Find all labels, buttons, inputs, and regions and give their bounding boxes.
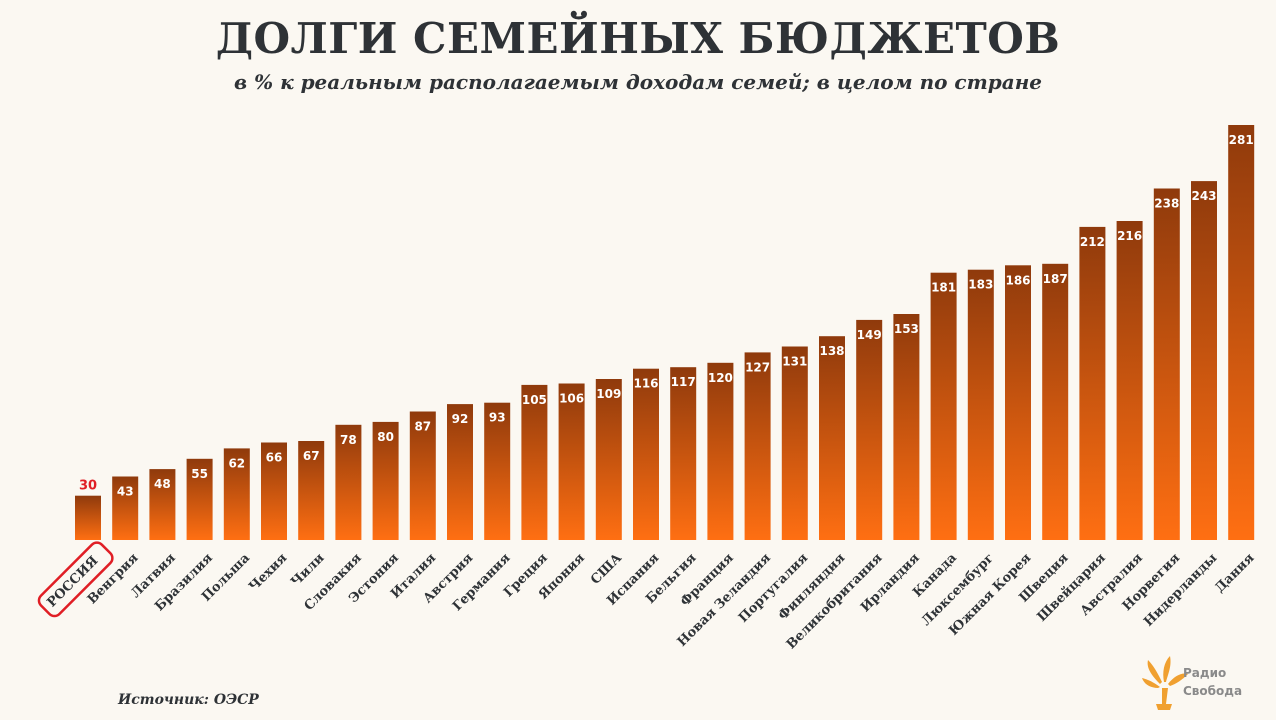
bar-7 [335,424,362,540]
bar-18 [744,352,771,540]
bar-16 [670,367,697,540]
bar-0 [75,495,101,540]
value-label-29: 238 [1154,197,1179,211]
bar-21 [856,319,883,540]
bar-26 [1042,263,1069,540]
bar-27 [1079,226,1106,540]
bar-15 [633,368,659,540]
value-label-11: 93 [489,411,506,425]
value-label-20: 138 [819,344,844,358]
bar-6 [298,441,325,540]
value-label-13: 106 [559,392,584,406]
radio-svoboda-logo-icon [1142,656,1188,710]
value-label-28: 216 [1117,229,1142,243]
value-label-25: 186 [1005,273,1030,287]
bar-5 [261,442,287,540]
value-label-12: 105 [522,393,547,407]
bar-22 [893,314,920,540]
bar-28 [1116,221,1143,540]
bar-17 [707,362,734,540]
bar-11 [484,402,511,540]
bar-23 [930,272,957,540]
bar-9 [409,411,436,540]
bar-1 [112,476,139,540]
bar-20 [819,336,845,540]
value-label-2: 48 [154,477,171,491]
value-label-16: 117 [671,375,696,389]
bar-13 [558,383,585,540]
value-label-30: 243 [1191,189,1216,203]
value-label-19: 131 [782,355,807,369]
value-label-6: 67 [303,449,320,463]
value-label-23: 181 [931,281,956,295]
value-label-24: 183 [968,278,993,292]
value-label-18: 127 [745,360,770,374]
bar-4 [223,448,250,540]
chart-subtitle: в % к реальным располагаемым доходам сем… [234,70,1042,94]
highlight-box [37,541,114,618]
value-label-9: 87 [414,420,431,434]
value-label-0: 30 [79,479,97,494]
category-label-31: Дания [1212,550,1257,595]
value-label-26: 187 [1043,272,1068,286]
value-label-10: 92 [452,412,469,426]
bar-30 [1191,181,1217,540]
bar-10 [447,404,473,540]
value-label-14: 109 [596,387,621,401]
bars-group [75,125,1255,540]
source-note: Источник: ОЭСР [118,692,259,708]
category-text-31: Дания [1212,550,1257,595]
value-label-22: 153 [894,322,919,336]
value-label-7: 78 [340,433,357,447]
value-label-21: 149 [857,328,882,342]
value-label-4: 62 [228,456,245,470]
value-label-5: 66 [266,451,283,465]
bar-24 [967,269,994,540]
value-label-17: 120 [708,371,733,385]
bar-12 [521,384,548,540]
bar-29 [1153,188,1180,540]
logo-line-2: Свобода [1183,684,1243,698]
category-text-5: Чехия [246,550,290,594]
value-label-15: 116 [633,377,658,391]
logo-text: Радио Свобода [1183,664,1242,700]
value-labels-group: 30 43 48 55 62 66 67 78 80 87 92 93 105 106 109 116 117 1… [79,133,1254,499]
bar-14 [595,379,622,540]
category-labels-group: РОССИЯВенгрияЛатвияБразилияПольшаЧехияЧи… [37,541,1258,652]
value-label-1: 43 [117,485,134,499]
value-label-8: 80 [377,430,394,444]
bar-25 [1005,265,1031,540]
chart-title: ДОЛГИ СЕМЕЙНЫХ БЮДЖЕТОВ [215,14,1061,63]
bar-3 [186,458,213,540]
value-label-31: 281 [1229,133,1254,147]
bar-19 [781,346,808,540]
value-label-27: 212 [1080,235,1105,249]
value-label-3: 55 [191,467,208,481]
logo-line-1: Радио [1183,666,1227,680]
bar-2 [149,469,176,540]
bar-8 [372,421,399,540]
bar-31 [1228,125,1255,540]
category-label-5: Чехия [246,550,290,594]
